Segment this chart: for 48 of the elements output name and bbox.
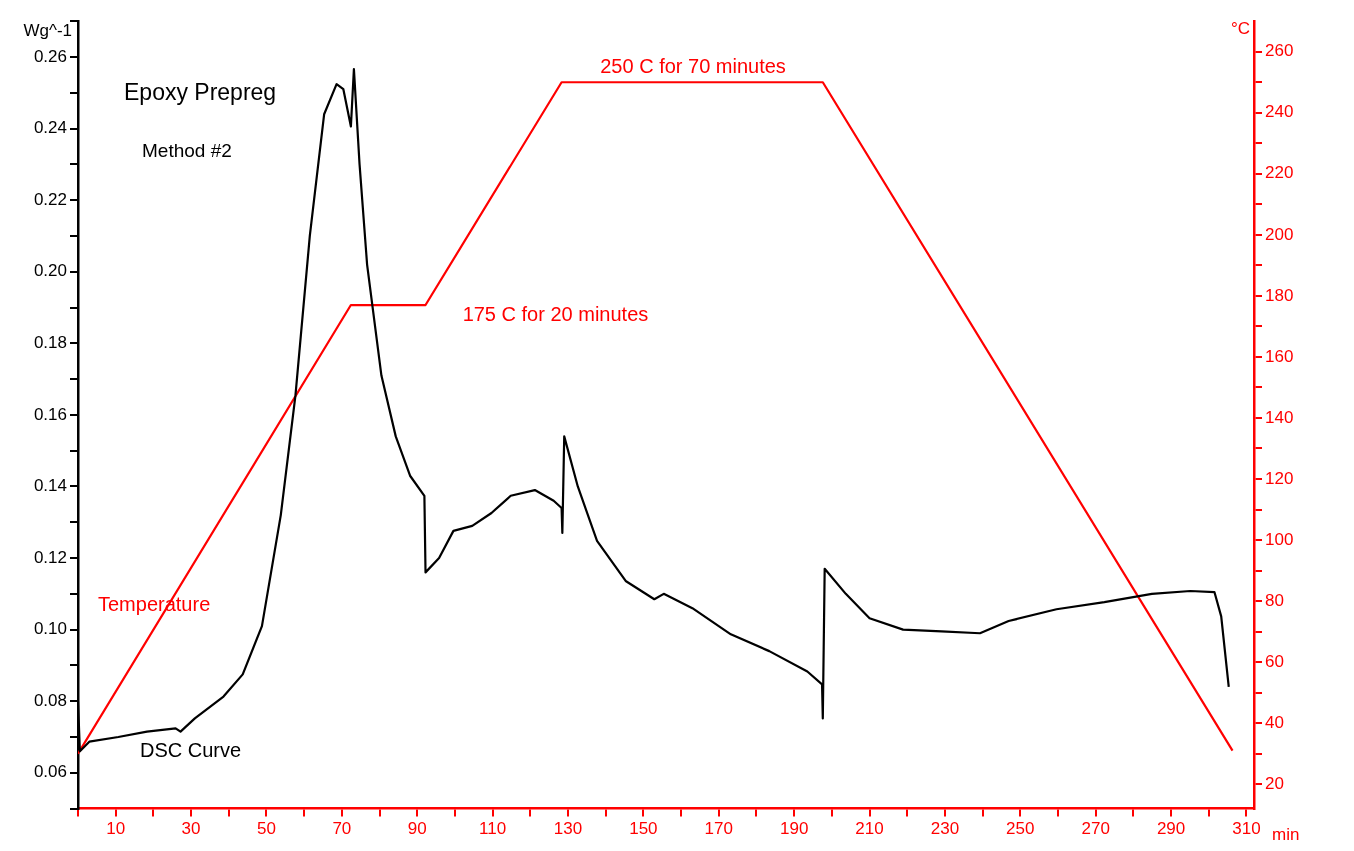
y-tick-label: 0.10 — [33, 619, 67, 639]
x-tick-label: 150 — [629, 819, 658, 839]
x-tick-label: 70 — [332, 819, 352, 839]
text: Epoxy Prepreg — [124, 78, 277, 105]
y-axis-title: Wg^-1 — [23, 20, 72, 40]
y2-tick-label: 40 — [1265, 712, 1284, 732]
x-tick-label: 50 — [257, 819, 276, 839]
y-tick-label: 0.12 — [33, 547, 67, 567]
y-tick-label: 0.20 — [33, 261, 67, 281]
text: Method #2 — [142, 140, 232, 162]
x-tick-label: 190 — [779, 819, 809, 839]
y2-tick-label: 140 — [1265, 407, 1294, 427]
y2-tick-label: 240 — [1265, 102, 1294, 122]
y2-tick-label: 220 — [1265, 163, 1294, 183]
y2-tick-label: 60 — [1265, 651, 1284, 671]
x-tick-label: 110 — [479, 819, 507, 839]
y2-tick-label: 80 — [1265, 590, 1284, 610]
y2-tick-label: 180 — [1265, 285, 1294, 305]
y-tick-label: 0.18 — [33, 333, 67, 353]
x-tick-label: 250 — [1006, 819, 1035, 839]
x-tick-label: 310 — [1232, 819, 1261, 839]
y-tick-label: 0.06 — [33, 762, 67, 782]
x-tick-label: 130 — [553, 819, 583, 839]
y2-axis-title: °C — [1230, 18, 1250, 38]
x-tick-label: 270 — [1081, 819, 1110, 839]
y-tick-label: 0.14 — [33, 476, 67, 496]
y-tick-label: 0.26 — [33, 46, 67, 66]
annotation: 250 C for 70 minutes — [600, 55, 786, 78]
x-axis-title: min — [1272, 825, 1300, 845]
y2-tick-label: 100 — [1265, 529, 1294, 549]
y2-tick-label: 120 — [1265, 468, 1294, 488]
x-tick-label: 30 — [181, 819, 201, 839]
x-tick-label: 230 — [930, 819, 960, 839]
y-tick-label: 0.08 — [33, 690, 67, 710]
y2-tick-label: 160 — [1265, 346, 1294, 366]
x-tick-label: 90 — [407, 819, 427, 839]
x-tick-label: 10 — [106, 819, 126, 839]
series-label: DSC Curve — [140, 738, 242, 761]
y2-tick-label: 20 — [1265, 773, 1284, 793]
y2-tick-label: 200 — [1265, 224, 1294, 244]
y-tick-label: 0.24 — [33, 118, 67, 138]
x-tick-label: 170 — [704, 819, 733, 839]
y2-tick-label: 260 — [1265, 41, 1294, 61]
x-tick-label: 210 — [855, 819, 884, 839]
x-tick-label: 290 — [1156, 819, 1186, 839]
y-tick-label: 0.22 — [33, 189, 67, 209]
y-tick-label: 0.16 — [33, 404, 67, 424]
annotation: 175 C for 20 minutes — [462, 303, 649, 326]
